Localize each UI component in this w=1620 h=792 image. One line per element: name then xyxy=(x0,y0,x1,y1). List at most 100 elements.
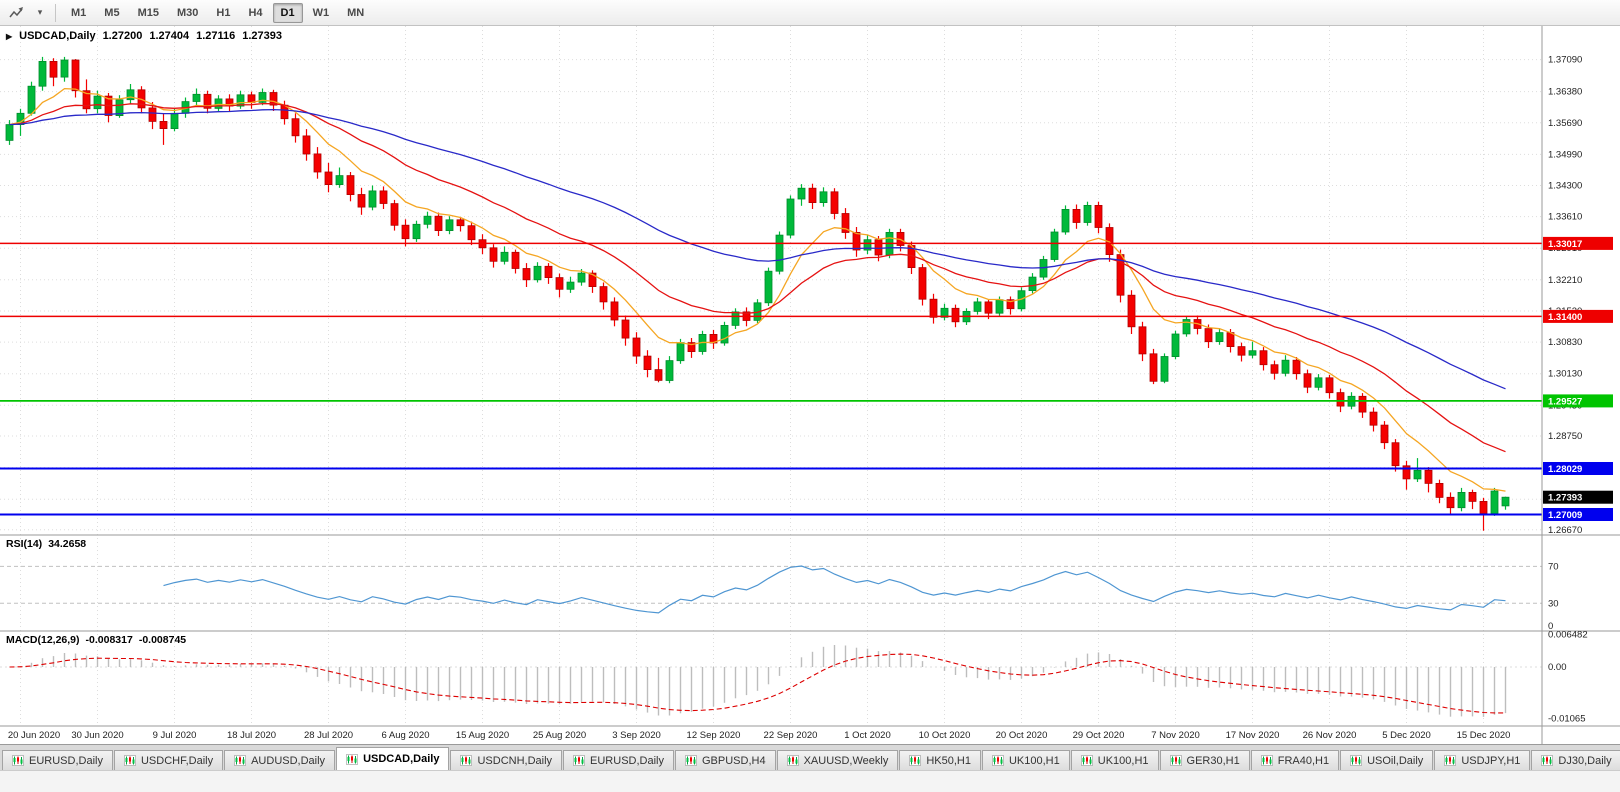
rsi-pane xyxy=(0,565,1542,614)
svg-text:15 Dec 2020: 15 Dec 2020 xyxy=(1457,730,1511,741)
timeframe-button-m5[interactable]: M5 xyxy=(104,6,120,19)
chart-tab-gbpusd-h4[interactable]: GBPUSD,H4 xyxy=(675,750,776,770)
chart-tab-eurusd-daily[interactable]: EURUSD,Daily xyxy=(563,750,674,770)
svg-text:15 Aug 2020: 15 Aug 2020 xyxy=(456,730,509,741)
chart-tab-usdcad-daily[interactable]: USDCAD,Daily xyxy=(336,747,450,770)
horizontal-level-lines[interactable] xyxy=(0,242,1542,516)
svg-text:28 Jul 2020: 28 Jul 2020 xyxy=(304,730,353,741)
svg-text:70: 70 xyxy=(1548,561,1559,572)
candlestick-chart-icon xyxy=(786,755,799,766)
tab-label: USDJPY,H1 xyxy=(1461,754,1521,767)
candlestick-chart-icon xyxy=(685,755,697,766)
timeframe-button-m1[interactable]: M1 xyxy=(71,6,87,19)
macd-value: -0.008317 xyxy=(85,634,133,646)
candlestick-chart-icon xyxy=(1260,755,1273,766)
chart-tab-fra40-h1[interactable]: FRA40,H1 xyxy=(1250,750,1340,770)
window-menu-icon[interactable]: ▶ xyxy=(6,31,13,41)
svg-text:1.30830: 1.30830 xyxy=(1548,337,1582,348)
chart-tab-ger30-h1[interactable]: GER30,H1 xyxy=(1159,750,1250,770)
chart-tab-uk100-h1[interactable]: UK100,H1 xyxy=(1070,750,1159,770)
svg-text:1.32210: 1.32210 xyxy=(1548,275,1582,286)
tab-label: GER30,H1 xyxy=(1186,754,1240,767)
timeframe-button-m30[interactable]: M30 xyxy=(176,6,199,19)
candlestick-chart-icon xyxy=(1444,755,1457,766)
svg-text:25 Aug 2020: 25 Aug 2020 xyxy=(533,730,586,741)
svg-text:1.28750: 1.28750 xyxy=(1548,431,1582,442)
tab-label: EURUSD,Daily xyxy=(29,754,103,767)
svg-text:26 Nov 2020: 26 Nov 2020 xyxy=(1303,730,1357,741)
svg-text:6 Aug 2020: 6 Aug 2020 xyxy=(381,730,429,741)
chart-tab-hk50-h1[interactable]: HK50,H1 xyxy=(899,750,981,770)
svg-text:1.29527: 1.29527 xyxy=(1548,396,1582,407)
chart-tab-xauusd-weekly[interactable]: XAUUSD,Weekly xyxy=(776,750,899,770)
tab-label: USOil,Daily xyxy=(1367,754,1424,767)
candlestick-chart-icon xyxy=(124,755,136,766)
tab-label: USDCNH,Daily xyxy=(477,754,553,767)
rsi-name: RSI(14) xyxy=(6,538,43,550)
candlestick-chart-icon xyxy=(992,755,1004,766)
svg-text:17 Nov 2020: 17 Nov 2020 xyxy=(1226,730,1280,741)
price-level-labels[interactable]: 1.33017 1.31400 1.29527 1.28029 1.27009 1.273… xyxy=(1543,236,1613,521)
chart-tab-usdcnh-daily[interactable]: USDCNH,Daily xyxy=(450,750,563,770)
timeframe-button-mn[interactable]: MN xyxy=(347,6,365,19)
chart-tab-usoil-daily[interactable]: USOil,Daily xyxy=(1340,750,1434,770)
chart-tab-usdjpy-h1[interactable]: USDJPY,H1 xyxy=(1434,750,1531,770)
timeframe-button-w1[interactable]: W1 xyxy=(312,6,330,19)
svg-text:30: 30 xyxy=(1548,598,1559,609)
timeframe-button-h1[interactable]: H1 xyxy=(216,6,231,19)
line-chart-cursor-icon xyxy=(9,6,23,17)
rsi-indicator-label: RSI(14) 34.2658 xyxy=(6,538,86,550)
tab-label: FRA40,H1 xyxy=(1277,754,1330,767)
svg-text:1.31400: 1.31400 xyxy=(1548,312,1582,323)
svg-text:1.34990: 1.34990 xyxy=(1548,149,1582,160)
timeframe-button-m15[interactable]: M15 xyxy=(137,6,159,19)
chart-window[interactable]: 1.37090 1.36380 1.35690 1.34990 1.34300 1.336… xyxy=(0,26,1620,744)
status-strip xyxy=(0,770,1620,792)
svg-text:22 Sep 2020: 22 Sep 2020 xyxy=(764,730,818,741)
tab-label: HK50,H1 xyxy=(926,754,971,767)
candlestick-chart-icon xyxy=(234,755,246,766)
chart-tabs-bar: EURUSD,Daily USDCHF,Daily AUDUSD,Daily USDC… xyxy=(0,744,1620,770)
svg-text:1.30130: 1.30130 xyxy=(1548,369,1582,380)
tab-label: GBPUSD,H4 xyxy=(702,754,766,767)
low-value: 1.27116 xyxy=(196,30,236,42)
timeframe-button-h4[interactable]: H4 xyxy=(248,6,263,19)
rsi-value: 34.2658 xyxy=(48,538,87,550)
timeframe-button-d1[interactable]: D1 xyxy=(272,2,303,23)
high-value: 1.27404 xyxy=(149,30,190,42)
svg-text:1.27393: 1.27393 xyxy=(1548,493,1582,504)
macd-signal-value: -0.008745 xyxy=(138,634,187,646)
candlestick-chart-icon xyxy=(12,755,24,766)
candlestick-chart-icon xyxy=(346,753,358,765)
svg-text:1.33610: 1.33610 xyxy=(1548,212,1582,223)
chart-tab-audusd-daily[interactable]: AUDUSD,Daily xyxy=(224,750,336,770)
svg-text:18 Jul 2020: 18 Jul 2020 xyxy=(227,730,276,741)
tab-label: USDCAD,Daily xyxy=(363,753,440,765)
tab-label: UK100,H1 xyxy=(1097,754,1149,767)
chart-tab-dj30-daily[interactable]: DJ30,Daily xyxy=(1531,750,1620,770)
moving-average-lines xyxy=(9,87,1506,492)
svg-text:1.28029: 1.28029 xyxy=(1548,464,1582,475)
timeframe-group: M1 M5 M15 M30 H1 H4 D1 W1 MN xyxy=(62,2,373,23)
svg-text:1.33017: 1.33017 xyxy=(1548,239,1582,250)
svg-text:0: 0 xyxy=(1548,621,1553,632)
svg-text:20 Oct 2020: 20 Oct 2020 xyxy=(996,730,1048,741)
svg-text:1.27009: 1.27009 xyxy=(1548,510,1582,521)
chart-tab-usdchf-daily[interactable]: USDCHF,Daily xyxy=(113,750,224,770)
chart-canvas[interactable]: 1.37090 1.36380 1.35690 1.34990 1.34300 1.336… xyxy=(0,26,1620,744)
tab-label: UK100,H1 xyxy=(1008,754,1060,767)
chart-tab-uk100-h1[interactable]: UK100,H1 xyxy=(981,750,1070,770)
svg-text:29 Oct 2020: 29 Oct 2020 xyxy=(1073,730,1125,741)
svg-text:1 Oct 2020: 1 Oct 2020 xyxy=(844,730,890,741)
chevron-down-icon[interactable]: ▾ xyxy=(37,7,43,17)
line-chart-cursor-icon[interactable] xyxy=(4,2,30,24)
svg-text:30 Jun 2020: 30 Jun 2020 xyxy=(71,730,123,741)
pane-separators[interactable] xyxy=(0,26,1620,744)
svg-text:3 Sep 2020: 3 Sep 2020 xyxy=(612,730,661,741)
macd-name: MACD(12,26,9) xyxy=(6,634,80,646)
chart-tab-eurusd-daily[interactable]: EURUSD,Daily xyxy=(2,750,113,770)
svg-text:12 Sep 2020: 12 Sep 2020 xyxy=(687,730,741,741)
candlestick-chart-icon xyxy=(1541,755,1554,766)
svg-text:5 Dec 2020: 5 Dec 2020 xyxy=(1382,730,1431,741)
